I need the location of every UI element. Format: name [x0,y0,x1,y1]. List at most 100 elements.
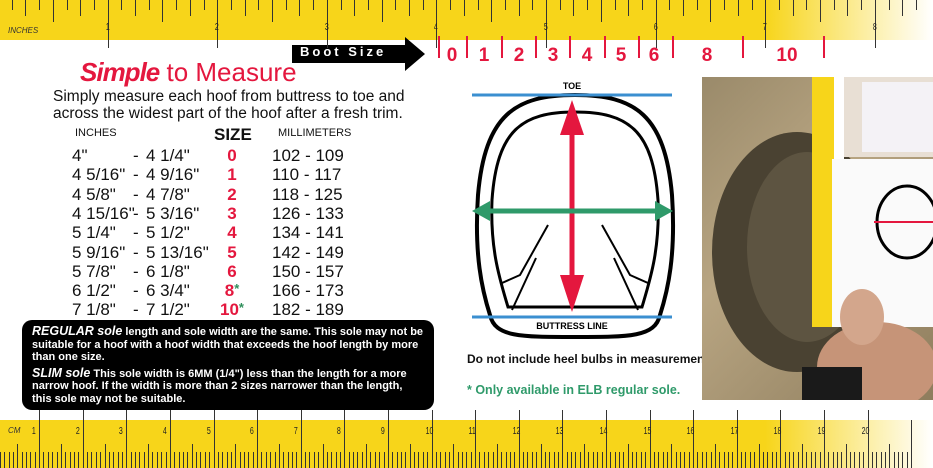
inch-label: 3 [324,22,329,33]
cm-tick [575,452,577,468]
inch-tick-extension [874,40,876,48]
inch-tick [683,0,684,16]
inches-to: 4 7/8" [146,184,190,204]
cm-tick [911,420,913,468]
boot-size-5: 5 [615,45,627,66]
inch-tick [189,0,191,16]
cm-tick [754,452,756,468]
cm-tick [640,452,642,468]
inch-tick [778,0,780,10]
cm-label: 2 [75,426,80,437]
cm-tick-extension [169,410,171,420]
cm-tick [257,420,259,468]
cm-tick [610,452,612,468]
cm-tick [392,452,394,468]
regular-title: REGULAR sole [32,324,123,338]
cm-tick [265,452,267,468]
hoof-photo-image [712,77,933,400]
cm-tick [536,452,538,468]
inch-tick [655,0,657,40]
inch-tick [463,0,465,16]
table-row: 4 15/16" -5 3/16" 3 126 - 133 [0,204,400,223]
size-value: 8* [224,281,240,301]
cm-tick [723,452,725,468]
table-row: 6 1/2" -6 3/4" 8* 166 - 173 [0,281,400,300]
boot-size-label: Boot Size [300,44,387,59]
cm-tick [335,452,337,468]
inches-from: 4 5/8" [72,184,116,204]
cm-tick [121,452,123,468]
boot-size-divider [535,36,537,58]
toe-label: TOE [563,81,581,91]
cm-tick [719,452,721,468]
cm-tick [244,452,246,468]
cm-tick [435,452,437,468]
cm-tick [0,452,1,468]
cm-tick [440,452,442,468]
boot-size-10: 10 [776,45,798,66]
boot-size-8: 8 [701,45,713,66]
cm-tick [348,452,350,468]
cm-tick [889,444,891,468]
cm-label: 16 [686,426,695,437]
table-row: 7 1/8" -7 1/2" 10* 182 - 189 [0,300,400,319]
cm-tick [597,452,599,468]
cm-tick [693,420,695,468]
cm-tick [815,452,817,468]
cm-tick [26,452,28,468]
cm-tick [571,452,573,468]
inches-to: 5 1/2" [146,223,190,243]
cm-tick-extension [693,410,695,420]
cm-tick [592,452,594,468]
inch-tick [244,0,246,16]
cm-tick [396,452,398,468]
cm-label: 7 [293,426,298,437]
size-value: 1 [227,165,237,185]
cm-tick [483,452,485,468]
cm-tick [514,452,516,468]
cm-tick [152,452,154,468]
cm-tick [444,452,446,468]
cm-tick [200,452,202,468]
sole-notes: REGULAR sole length and sole width are t… [22,320,434,410]
inches-to: 6 1/8" [146,261,190,281]
cm-tick [387,420,389,468]
cm-tick [710,452,712,468]
inch-tick [354,0,356,16]
cm-tick [400,452,402,468]
cm-tick-extension [82,410,84,420]
cm-tick [56,452,58,468]
page-title: Simple to Measure [80,57,297,88]
cm-tick [462,452,464,468]
cm-tick [662,452,664,468]
inch-tick [518,0,520,16]
length-arrow-head-top [560,100,584,135]
cm-tick [309,452,311,468]
cm-tick [566,452,568,468]
cm-tick [248,452,250,468]
cm-tick [69,452,71,468]
cm-tick [823,420,825,468]
inch-tick-extension [217,40,219,48]
inch-tick [765,0,767,40]
cm-tick [448,452,450,468]
cm-tick [523,452,525,468]
cm-tick [108,452,110,468]
inch-tick [135,0,136,16]
inch-tick-extension [326,40,328,48]
inch-tick [861,0,863,10]
inch-tick [148,0,150,10]
inch-tick [162,0,164,22]
cm-tick [505,452,507,468]
cm-tick [850,452,852,468]
cm-tick [52,452,54,468]
cm-tick [34,452,36,468]
cm-label: 5 [206,426,211,437]
inch-tick [641,0,643,10]
dash: - [133,261,139,281]
cm-label: 19 [817,426,826,437]
cm-tick [758,444,760,468]
dash: - [133,223,139,243]
cm-tick [87,452,89,468]
cm-label: 18 [773,426,782,437]
